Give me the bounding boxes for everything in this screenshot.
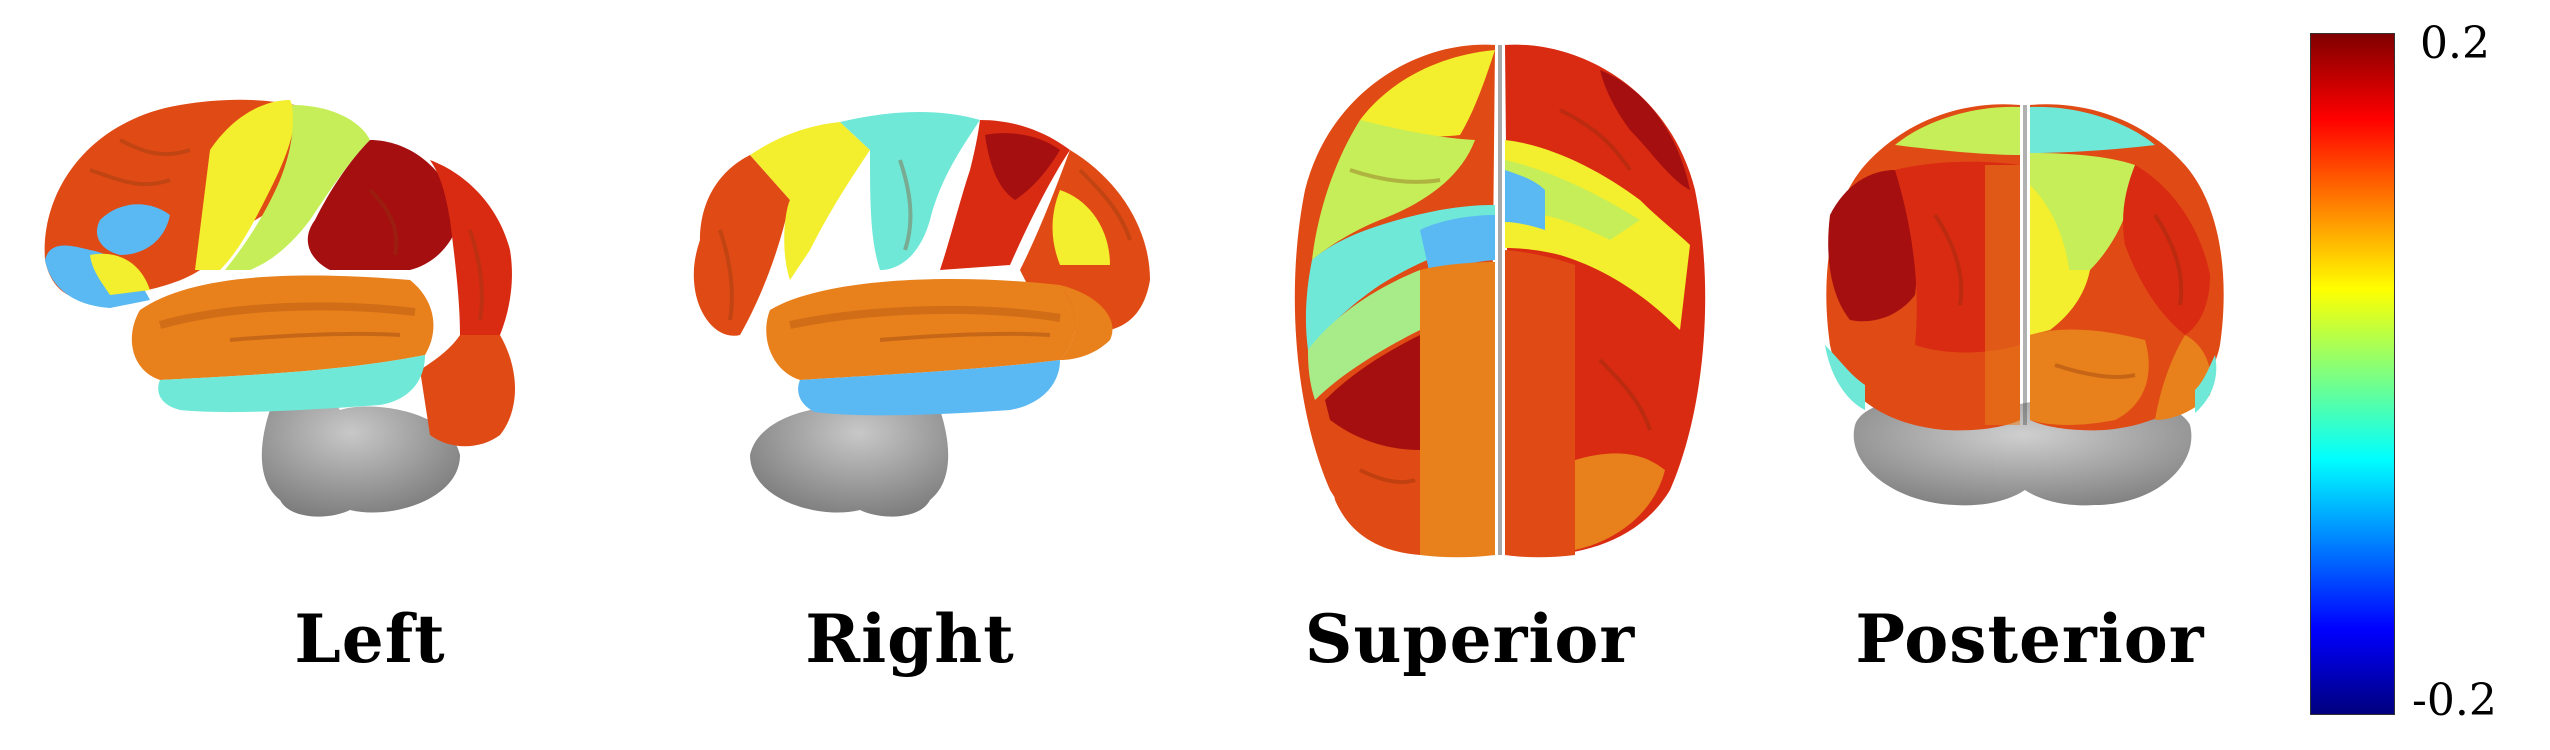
sylvian-band <box>158 302 416 329</box>
right-medial-yellow <box>2030 185 2070 320</box>
inferior-temporal-region <box>798 360 1060 416</box>
postcentral-region <box>840 111 980 270</box>
prefrontal-yellow-region <box>1052 190 1110 265</box>
right-medial-orange <box>1505 250 1575 558</box>
colorbar-max-label: 0.2 <box>2420 18 2490 69</box>
brain-superior-view <box>1270 30 1730 570</box>
right-occipital-orange <box>1575 453 1665 550</box>
supramarginal-region <box>307 140 460 270</box>
right-aqua-edge <box>2195 355 2217 413</box>
brain-posterior-view <box>1815 95 2235 525</box>
view-label-posterior: Posterior <box>1855 600 2205 678</box>
colorbar <box>2310 33 2395 715</box>
temporal-region <box>131 275 434 380</box>
brain-right-view <box>640 80 1180 520</box>
left-dark-red-parietal <box>1325 335 1420 450</box>
right-lateral-red <box>2123 165 2210 335</box>
left-dark-red-lateral <box>1828 170 1917 322</box>
right-postcentral-green <box>1505 160 1640 240</box>
left-aqua-edge <box>1825 345 1865 410</box>
left-top-yellow-green <box>1895 106 2020 155</box>
occipital-region <box>693 155 790 336</box>
pars-region <box>90 253 150 295</box>
view-label-superior: Superior <box>1304 600 1636 678</box>
cerebellum-region <box>750 387 949 517</box>
right-occipital-orange <box>2030 329 2149 425</box>
left-precentral <box>1312 120 1475 260</box>
right-light-blue-strip <box>1505 170 1545 230</box>
temporal-pole-region <box>1060 285 1113 360</box>
dark-frontal-region <box>985 133 1060 200</box>
occipital-region <box>420 335 515 447</box>
right-parietal-red <box>1575 265 1682 510</box>
insula-region <box>96 204 170 255</box>
left-frontal-yellow <box>1360 50 1495 137</box>
postcentral-region <box>225 105 370 270</box>
left-medial-strip <box>1985 165 2020 425</box>
right-top-aqua <box>2030 106 2155 153</box>
brain-left-view <box>30 80 570 520</box>
parietal-region <box>430 160 512 335</box>
parietal-region <box>750 122 870 280</box>
cerebellum-region <box>261 387 460 517</box>
colorbar-min-label: -0.2 <box>2412 675 2497 726</box>
right-dark-red-frontal <box>1600 70 1690 190</box>
left-medial-orange <box>1420 262 1495 558</box>
left-light-blue-strip <box>1420 215 1495 275</box>
left-occipital <box>1329 420 1420 555</box>
temporal-region <box>766 278 1075 380</box>
inferior-temporal-region <box>158 355 425 413</box>
left-parietal-green <box>1308 270 1420 400</box>
view-label-left: Left <box>294 600 446 678</box>
precentral-region <box>195 100 294 270</box>
view-label-right: Right <box>805 600 1015 678</box>
